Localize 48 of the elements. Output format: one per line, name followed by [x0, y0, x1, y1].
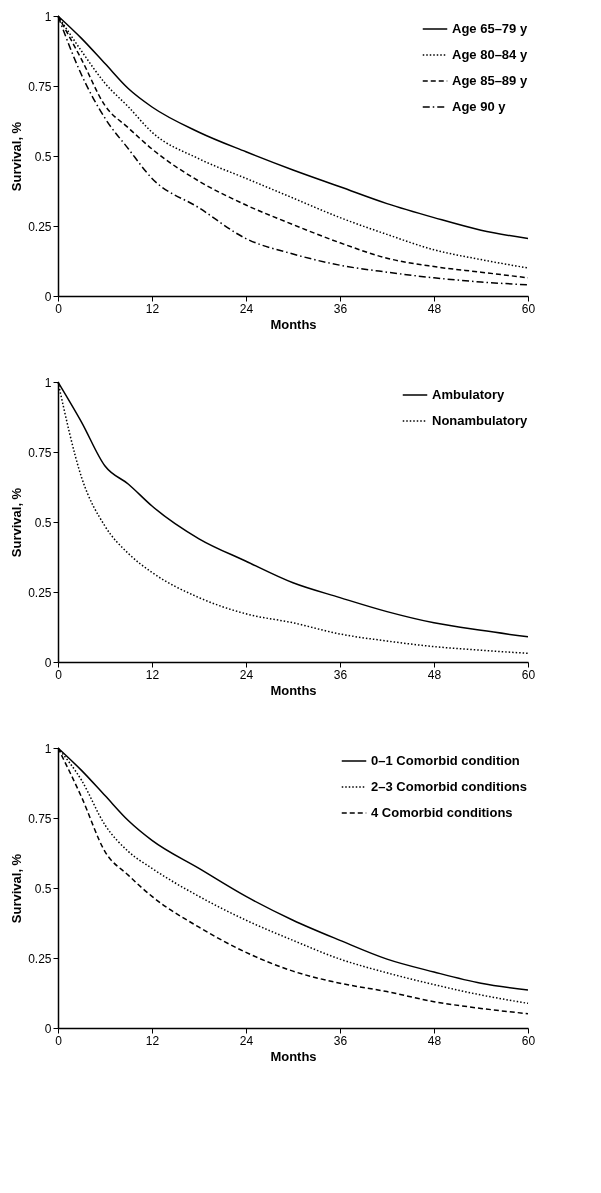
y-tick-label: 1: [44, 741, 52, 756]
legend-label: Nonambulatory: [432, 413, 529, 428]
x-tick-label: 12: [145, 667, 160, 682]
x-tick-label: 12: [145, 301, 160, 316]
y-axis-title: Survival, %: [9, 487, 25, 558]
legend-label: 4 Comorbid conditions: [371, 805, 513, 820]
y-tick-label: 0.5: [34, 881, 52, 896]
x-tick-label: 48: [427, 667, 442, 682]
legend-label: Age 90 y: [452, 99, 507, 114]
x-tick-label: 24: [239, 301, 254, 316]
x-tick-label: 36: [333, 301, 348, 316]
y-tick-label: 0.5: [34, 149, 52, 164]
legend-label: Age 85–89 y: [452, 73, 528, 88]
x-tick-label: 48: [427, 1033, 442, 1048]
legend-label: Age 80–84 y: [452, 47, 528, 62]
x-axis-title: Months: [270, 1048, 317, 1064]
y-tick-label: 0.25: [28, 951, 52, 966]
y-axis-title: Survival, %: [9, 853, 25, 924]
y-tick-label: 1: [44, 375, 52, 390]
x-tick-label: 48: [427, 301, 442, 316]
x-axis-title: Months: [270, 682, 317, 698]
y-tick-label: 1: [44, 9, 52, 24]
y-tick-label: 0.5: [34, 515, 52, 530]
y-tick-label: 0: [44, 655, 52, 670]
y-tick-label: 0.75: [28, 79, 52, 94]
x-tick-label: 24: [239, 667, 254, 682]
y-tick-label: 0: [44, 289, 52, 304]
x-tick-label: 24: [239, 1033, 254, 1048]
legend-label: 2–3 Comorbid conditions: [371, 779, 528, 794]
x-tick-label: 36: [333, 1033, 348, 1048]
legend-label: 0–1 Comorbid condition: [371, 753, 520, 768]
x-tick-label: 0: [55, 301, 63, 316]
x-tick-label: 60: [521, 301, 536, 316]
x-tick-label: 0: [55, 1033, 63, 1048]
y-tick-label: 0.75: [28, 811, 52, 826]
x-axis-title: Months: [270, 316, 317, 332]
y-tick-label: 0.25: [28, 219, 52, 234]
y-axis-title: Survival, %: [9, 121, 25, 192]
y-tick-label: 0.75: [28, 445, 52, 460]
x-tick-label: 60: [521, 1033, 536, 1048]
x-tick-label: 36: [333, 667, 348, 682]
y-tick-label: 0.25: [28, 585, 52, 600]
legend-label: Ambulatory: [432, 387, 505, 402]
legend-label: Age 65–79 y: [452, 21, 528, 36]
x-tick-label: 12: [145, 1033, 160, 1048]
x-tick-label: 60: [521, 667, 536, 682]
x-tick-label: 0: [55, 667, 63, 682]
y-tick-label: 0: [44, 1021, 52, 1036]
